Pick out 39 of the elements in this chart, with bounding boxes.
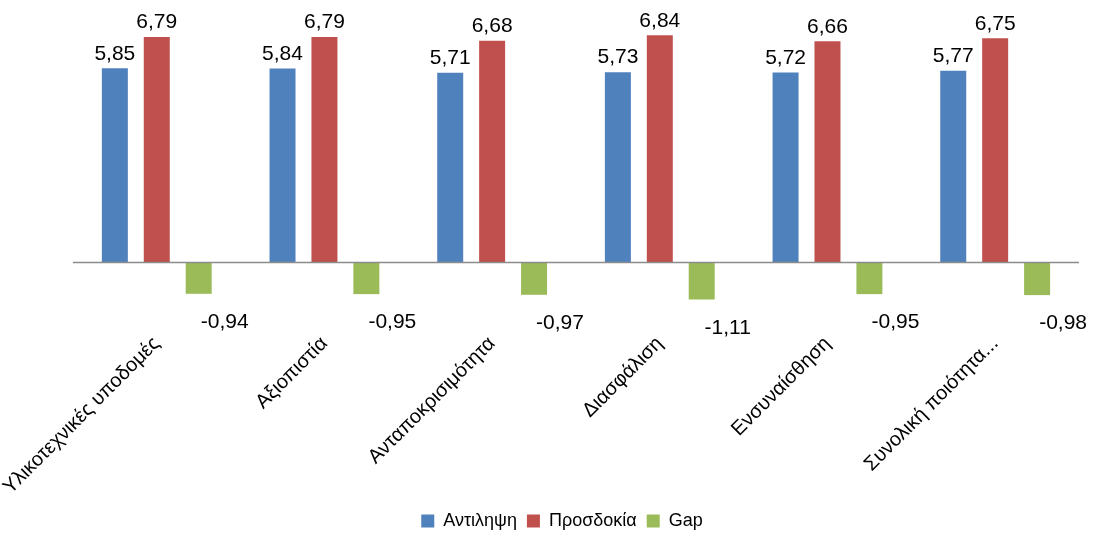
data-label: -0,97 [536,310,584,334]
bar [185,262,212,294]
data-label: -0,98 [1039,310,1088,334]
bar [143,36,170,263]
bar [1024,262,1051,296]
data-label: 5,84 [262,40,304,64]
bar [940,70,967,263]
bar [269,68,296,263]
bar [353,262,380,295]
data-label: 6,68 [471,12,513,36]
bar [982,38,1009,263]
data-label: 6,75 [974,10,1016,34]
data-label: -0,94 [200,309,249,333]
data-label: 6,79 [136,9,178,33]
data-label: -0,95 [871,309,920,333]
bar [101,68,128,263]
bar [688,262,715,300]
bar [479,40,506,263]
data-label: -1,11 [704,314,751,338]
data-label: 5,73 [597,44,639,68]
bar [604,72,631,263]
bar [856,262,883,295]
bar [646,35,673,263]
data-label: 6,79 [304,9,345,33]
bar [311,36,338,263]
data-label: 5,71 [429,45,471,69]
bar [772,72,799,263]
data-label: 5,85 [94,40,136,64]
legend-label: Αντιληψη [443,509,517,530]
data-label: 5,72 [765,44,806,68]
data-label: 6,66 [807,13,848,37]
bar [521,262,548,295]
legend-label: Προσδοκία [548,509,637,530]
data-label: 5,77 [932,43,974,67]
data-label: 6,84 [639,7,681,31]
legend-label: Gap [668,509,703,530]
data-label: -0,95 [368,309,417,333]
bar [437,72,464,263]
bar [814,41,841,263]
